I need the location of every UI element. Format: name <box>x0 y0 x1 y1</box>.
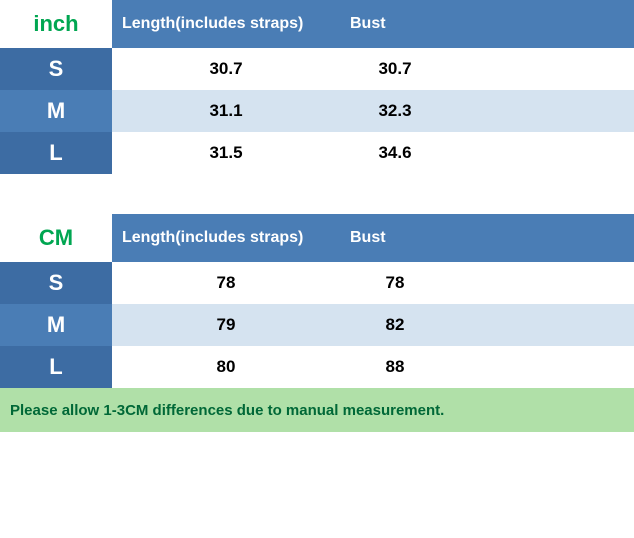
bust-value: 34.6 <box>340 132 450 174</box>
column-header-bust: Bust <box>340 0 450 48</box>
size-label: S <box>0 48 112 90</box>
table-row: S 30.7 30.7 <box>0 48 634 90</box>
table-row: M 79 82 <box>0 304 634 346</box>
table-row: M 31.1 32.3 <box>0 90 634 132</box>
table-row: L 31.5 34.6 <box>0 132 634 174</box>
column-header-empty <box>450 214 634 262</box>
length-value: 31.5 <box>112 132 340 174</box>
table-spacer <box>0 174 634 214</box>
unit-label-inch: inch <box>0 0 112 48</box>
column-header-length: Length(includes straps) <box>112 214 340 262</box>
empty-cell <box>450 304 634 346</box>
size-label: M <box>0 304 112 346</box>
measurement-note: Please allow 1-3CM differences due to ma… <box>0 388 634 432</box>
table-row: S 78 78 <box>0 262 634 304</box>
bust-value: 32.3 <box>340 90 450 132</box>
size-label: L <box>0 346 112 388</box>
empty-cell <box>450 132 634 174</box>
length-value: 80 <box>112 346 340 388</box>
size-label: S <box>0 262 112 304</box>
table-row: L 80 88 <box>0 346 634 388</box>
unit-label-cm: CM <box>0 214 112 262</box>
length-value: 78 <box>112 262 340 304</box>
column-header-bust: Bust <box>340 214 450 262</box>
size-label: L <box>0 132 112 174</box>
bust-value: 82 <box>340 304 450 346</box>
size-label: M <box>0 90 112 132</box>
length-value: 30.7 <box>112 48 340 90</box>
empty-cell <box>450 262 634 304</box>
empty-cell <box>450 90 634 132</box>
length-value: 79 <box>112 304 340 346</box>
bust-value: 30.7 <box>340 48 450 90</box>
bust-value: 78 <box>340 262 450 304</box>
table-header-row: inch Length(includes straps) Bust <box>0 0 634 48</box>
empty-cell <box>450 346 634 388</box>
column-header-empty <box>450 0 634 48</box>
bust-value: 88 <box>340 346 450 388</box>
size-table-inch: inch Length(includes straps) Bust S 30.7… <box>0 0 634 174</box>
column-header-length: Length(includes straps) <box>112 0 340 48</box>
empty-cell <box>450 48 634 90</box>
table-header-row: CM Length(includes straps) Bust <box>0 214 634 262</box>
length-value: 31.1 <box>112 90 340 132</box>
size-table-cm: CM Length(includes straps) Bust S 78 78 … <box>0 214 634 388</box>
